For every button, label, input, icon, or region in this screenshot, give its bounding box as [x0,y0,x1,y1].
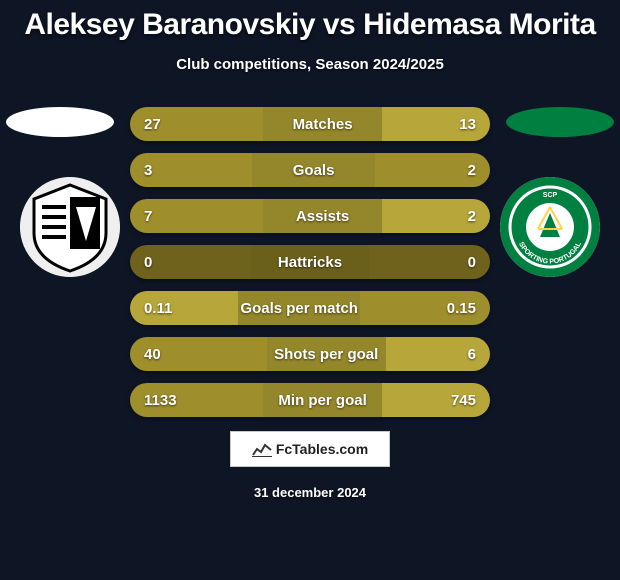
stat-label: Goals [293,162,335,179]
stat-row: 27 Matches 13 [130,107,490,141]
stat-row: 7 Assists 2 [130,199,490,233]
stat-row: 0 Hattricks 0 [130,245,490,279]
stat-right-value: 13 [459,116,476,133]
stat-label: Shots per goal [274,346,378,363]
watermark: FcTables.com [230,431,390,467]
stat-left-value: 1133 [144,392,177,409]
stat-row: 1133 Min per goal 745 [130,383,490,417]
stat-right-value: 0.15 [447,300,476,317]
stat-label: Assists [296,208,349,225]
date-text: 31 december 2024 [0,485,620,500]
stat-label: Min per goal [278,392,366,409]
stat-left-value: 40 [144,346,161,363]
watermark-text: FcTables.com [276,441,368,457]
stat-right-value: 2 [468,162,476,179]
stat-left-value: 3 [144,162,152,179]
stat-label: Goals per match [240,300,358,317]
player-right-oval [506,107,614,137]
stat-left-value: 0.11 [144,300,172,317]
stat-right-value: 6 [468,346,476,363]
stat-row: 3 Goals 2 [130,153,490,187]
page-title: Aleksey Baranovskiy vs Hidemasa Morita [0,0,620,42]
stat-left-value: 0 [144,254,152,271]
stat-right-value: 745 [451,392,476,409]
club-left-icon [20,177,120,277]
comparison-arena: SCP SPORTING PORTUGAL 27Matches133Goals2… [0,107,620,417]
stat-row: 0.11 Goals per match 0.15 [130,291,490,325]
club-right-icon: SCP SPORTING PORTUGAL [500,177,600,277]
stat-left-value: 27 [144,116,161,133]
player-left-oval [6,107,114,137]
stat-rows: 27Matches133Goals27Assists20Hattricks00.… [130,107,490,417]
stat-label: Matches [293,116,353,133]
subtitle: Club competitions, Season 2024/2025 [0,56,620,73]
stat-right-value: 2 [468,208,476,225]
svg-text:SCP: SCP [543,192,558,199]
club-badge-left [20,177,120,277]
club-badge-right: SCP SPORTING PORTUGAL [500,177,600,277]
stat-left-value: 7 [144,208,152,225]
stat-row: 40 Shots per goal 6 [130,337,490,371]
stat-right-value: 0 [468,254,476,271]
watermark-icon [252,441,272,457]
stat-label: Hattricks [278,254,342,271]
